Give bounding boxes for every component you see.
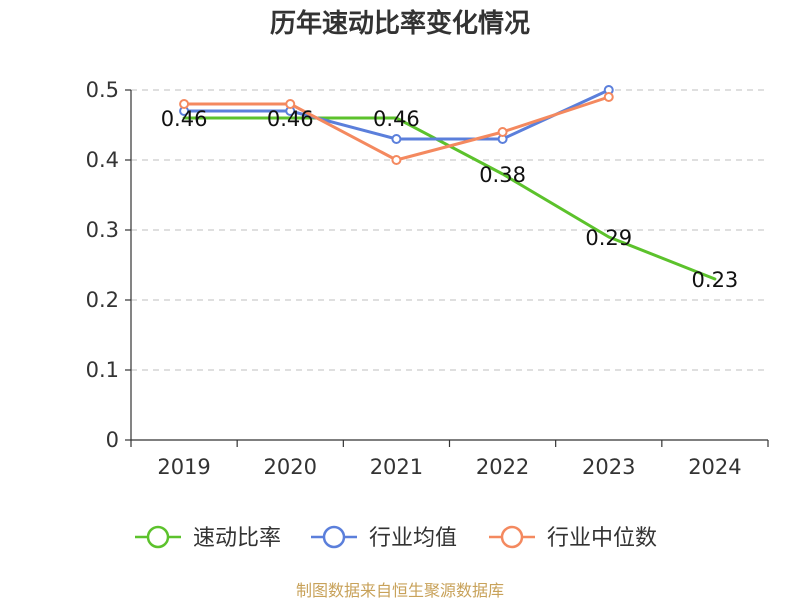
axes: 0 0.1 0.2 0.3 0.4 0.5 2019 2020 2021 2022 2023 2024 bbox=[86, 78, 769, 479]
y-tick-label: 0.3 bbox=[86, 218, 119, 242]
y-tick-label: 0.5 bbox=[86, 78, 119, 102]
data-label: 0.29 bbox=[585, 226, 632, 250]
legend-label: 行业中位数 bbox=[547, 526, 657, 551]
series-point bbox=[391, 134, 402, 144]
legend-marker bbox=[146, 525, 170, 549]
y-tick-label: 0 bbox=[106, 428, 119, 452]
series-point bbox=[603, 92, 614, 102]
x-tick-label: 2020 bbox=[264, 455, 317, 479]
source-note: 制图数据来自恒生聚源数据库 bbox=[296, 581, 504, 600]
y-tick-label: 0.2 bbox=[86, 288, 119, 312]
legend-marker bbox=[322, 525, 346, 549]
chart-title: 历年速动比率变化情况 bbox=[270, 8, 530, 39]
data-label: 0.38 bbox=[479, 163, 526, 187]
x-tick-label: 2023 bbox=[582, 455, 635, 479]
legend-label: 速动比率 bbox=[193, 526, 281, 551]
series-point bbox=[285, 99, 296, 109]
data-label: 0.46 bbox=[161, 107, 208, 131]
series-area bbox=[179, 85, 717, 281]
legend-item[interactable]: 速动比率 bbox=[135, 525, 281, 551]
legend-item[interactable]: 行业均值 bbox=[311, 525, 457, 551]
series-point bbox=[179, 99, 190, 109]
x-tick-label: 2021 bbox=[370, 455, 423, 479]
legend-item[interactable]: 行业中位数 bbox=[489, 525, 657, 551]
grid bbox=[131, 89, 768, 371]
legend: 速动比率 行业均值 行业中位数 bbox=[135, 525, 657, 551]
legend-label: 行业均值 bbox=[369, 526, 457, 551]
data-label: 0.46 bbox=[373, 107, 420, 131]
x-tick-label: 2024 bbox=[688, 455, 741, 479]
data-label: 0.23 bbox=[692, 268, 739, 292]
series-point bbox=[497, 127, 508, 137]
series-point bbox=[391, 155, 402, 165]
y-tick-label: 0.1 bbox=[86, 358, 119, 382]
series-line-0 bbox=[182, 116, 717, 281]
data-label: 0.46 bbox=[267, 107, 314, 131]
y-tick-label: 0.4 bbox=[86, 148, 119, 172]
x-tick-label: 2022 bbox=[476, 455, 529, 479]
data-labels: 0.46 0.46 0.46 0.38 0.29 0.23 bbox=[161, 107, 739, 292]
legend-marker bbox=[500, 525, 524, 549]
x-tick-label: 2019 bbox=[157, 455, 210, 479]
